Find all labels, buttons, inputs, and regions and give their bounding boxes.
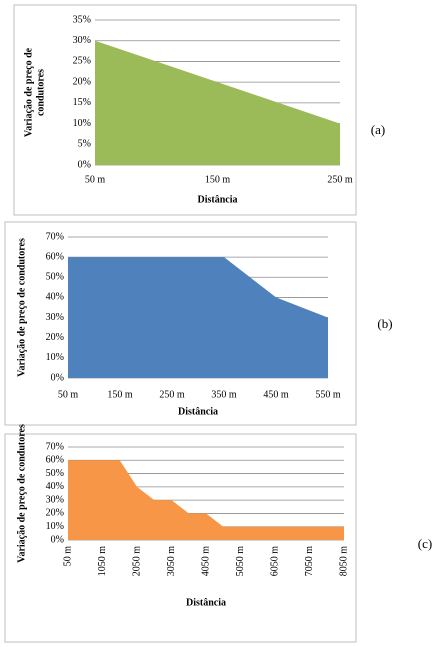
x-axis-title: Distância: [186, 597, 226, 608]
panel-label: (b): [377, 316, 392, 331]
x-tick-label: 6050 m: [269, 546, 280, 577]
x-tick-label: 4050 m: [200, 546, 211, 577]
panel-label: (a): [371, 122, 385, 137]
y-tick-label: 25%: [73, 56, 91, 67]
y-tick-label: 15%: [73, 97, 91, 108]
x-tick-label: 50 m: [62, 546, 73, 567]
x-axis-title: Distância: [178, 406, 218, 417]
y-tick-label: 20%: [46, 508, 64, 519]
y-axis-title: Variação de preço de condutores: [16, 424, 27, 563]
y-tick-label: 60%: [46, 251, 64, 262]
y-tick-label: 20%: [46, 332, 64, 343]
y-tick-label: 20%: [73, 76, 91, 87]
y-tick-label: 5%: [78, 139, 91, 150]
area: [68, 460, 344, 540]
y-tick-label: 60%: [46, 455, 64, 466]
y-tick-label: 30%: [46, 494, 64, 505]
y-tick-label: 30%: [46, 312, 64, 323]
x-tick-label: 150 m: [107, 389, 133, 400]
x-tick-label: 350 m: [211, 389, 237, 400]
y-tick-label: 0%: [78, 159, 91, 170]
y-tick-label: 35%: [73, 14, 91, 25]
x-tick-label: 3050 m: [166, 546, 177, 577]
y-tick-label: 10%: [73, 118, 91, 129]
x-tick-label: 8050 m: [338, 546, 349, 577]
panel-label: (c): [418, 536, 432, 551]
x-tick-label: 2050 m: [131, 546, 142, 577]
y-tick-label: 50%: [46, 272, 64, 283]
y-tick-label: 0%: [51, 372, 64, 383]
x-tick-label: 5050 m: [235, 546, 246, 577]
x-tick-label: 7050 m: [304, 546, 315, 577]
x-tick-label: 550 m: [315, 389, 341, 400]
y-tick-label: 50%: [46, 468, 64, 479]
y-tick-label: 40%: [46, 481, 64, 492]
y-tick-label: 40%: [46, 292, 64, 303]
x-tick-label: 50 m: [58, 389, 79, 400]
y-tick-label: 30%: [73, 35, 91, 46]
area: [95, 40, 340, 165]
y-tick-label: 0%: [51, 534, 64, 545]
y-axis-title: condutores: [35, 69, 46, 116]
y-axis-title: Variação de preço de: [23, 47, 34, 137]
x-tick-label: 450 m: [263, 389, 289, 400]
x-tick-label: 150 m: [205, 174, 231, 185]
x-axis-title: Distância: [198, 194, 238, 205]
y-tick-label: 10%: [46, 521, 64, 532]
x-tick-label: 250 m: [327, 174, 353, 185]
y-tick-label: 70%: [46, 441, 64, 452]
y-tick-label: 10%: [46, 352, 64, 363]
y-tick-label: 70%: [46, 231, 64, 242]
area: [68, 257, 328, 378]
x-tick-label: 250 m: [159, 389, 185, 400]
y-axis-title: Variação de preço de condutores: [16, 238, 27, 377]
x-tick-label: 1050 m: [97, 546, 108, 577]
x-tick-label: 50 m: [85, 174, 106, 185]
